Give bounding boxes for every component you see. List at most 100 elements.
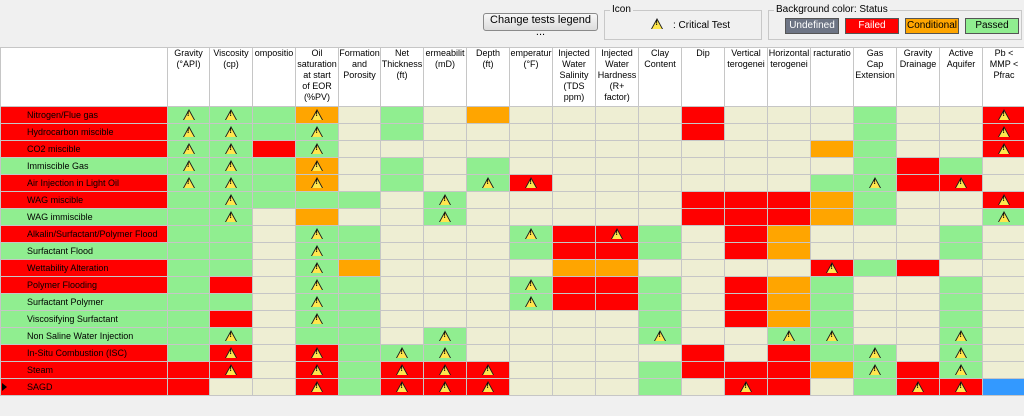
grid-cell[interactable]	[167, 174, 210, 192]
grid-cell[interactable]	[466, 327, 510, 345]
grid-cell[interactable]	[810, 123, 854, 141]
grid-cell[interactable]	[681, 344, 725, 362]
grid-cell[interactable]	[423, 276, 467, 294]
grid-cell[interactable]	[466, 378, 510, 396]
grid-cell[interactable]	[982, 208, 1024, 226]
grid-cell[interactable]	[767, 208, 811, 226]
column-header[interactable]: Active Aquifer	[939, 47, 983, 107]
grid-cell[interactable]	[595, 208, 639, 226]
grid-cell[interactable]	[209, 259, 253, 277]
grid-cell[interactable]	[724, 361, 768, 379]
grid-cell[interactable]	[982, 140, 1024, 158]
grid-cell[interactable]	[982, 310, 1024, 328]
grid-cell[interactable]	[552, 140, 596, 158]
grid-cell[interactable]	[767, 157, 811, 175]
grid-cell[interactable]	[380, 225, 424, 243]
grid-cell[interactable]	[595, 259, 639, 277]
grid-cell[interactable]	[724, 106, 768, 124]
grid-cell[interactable]	[552, 225, 596, 243]
grid-cell[interactable]	[252, 344, 296, 362]
grid-cell[interactable]	[509, 259, 553, 277]
grid-cell[interactable]	[295, 106, 339, 124]
grid-cell[interactable]	[896, 208, 940, 226]
grid-cell[interactable]	[167, 242, 210, 260]
grid-cell[interactable]	[896, 310, 940, 328]
grid-cell[interactable]	[810, 208, 854, 226]
grid-cell[interactable]	[638, 208, 682, 226]
column-header[interactable]: Injected Water Hardness (R+ factor)	[595, 47, 639, 107]
grid-cell[interactable]	[252, 174, 296, 192]
column-header[interactable]: Horizontal terogenei	[767, 47, 811, 107]
column-header[interactable]: Gravity (°API)	[167, 47, 210, 107]
grid-cell[interactable]	[466, 361, 510, 379]
grid-cell[interactable]	[853, 208, 897, 226]
column-header[interactable]: Depth (ft)	[466, 47, 510, 107]
table-row[interactable]: Steam	[0, 361, 1024, 379]
grid-cell[interactable]	[681, 242, 725, 260]
grid-cell[interactable]	[295, 123, 339, 141]
grid-cell[interactable]	[295, 361, 339, 379]
grid-cell[interactable]	[167, 259, 210, 277]
grid-cell[interactable]	[423, 191, 467, 209]
grid-cell[interactable]	[338, 174, 381, 192]
grid-cell[interactable]	[423, 140, 467, 158]
grid-cell[interactable]	[724, 140, 768, 158]
grid-cell[interactable]	[252, 259, 296, 277]
grid-cell[interactable]	[295, 378, 339, 396]
grid-cell[interactable]	[595, 276, 639, 294]
grid-cell[interactable]	[252, 361, 296, 379]
grid-cell[interactable]	[595, 140, 639, 158]
grid-cell[interactable]	[552, 123, 596, 141]
grid-cell[interactable]	[896, 191, 940, 209]
grid-cell[interactable]	[595, 225, 639, 243]
grid-cell[interactable]	[167, 276, 210, 294]
grid-cell[interactable]	[724, 259, 768, 277]
grid-cell[interactable]	[767, 191, 811, 209]
column-header[interactable]: Vertical terogenei	[724, 47, 768, 107]
grid-cell[interactable]	[595, 242, 639, 260]
grid-cell[interactable]	[552, 310, 596, 328]
grid-cell[interactable]	[252, 378, 296, 396]
grid-cell[interactable]	[466, 242, 510, 260]
grid-cell[interactable]	[338, 361, 381, 379]
grid-cell[interactable]	[896, 106, 940, 124]
grid-cell[interactable]	[767, 361, 811, 379]
grid-cell[interactable]	[423, 106, 467, 124]
grid-cell[interactable]	[167, 191, 210, 209]
grid-cell[interactable]	[767, 259, 811, 277]
grid-cell[interactable]	[939, 293, 983, 311]
grid-cell[interactable]	[295, 174, 339, 192]
grid-cell[interactable]	[423, 259, 467, 277]
column-header[interactable]: Pb < MMP < Pfrac	[982, 47, 1024, 107]
grid-cell[interactable]	[896, 327, 940, 345]
grid-cell[interactable]	[767, 378, 811, 396]
grid-cell[interactable]	[509, 242, 553, 260]
grid-cell[interactable]	[466, 310, 510, 328]
grid-cell[interactable]	[380, 106, 424, 124]
grid-cell[interactable]	[638, 293, 682, 311]
grid-cell[interactable]	[466, 276, 510, 294]
grid-cell[interactable]	[681, 361, 725, 379]
grid-cell[interactable]	[638, 157, 682, 175]
grid-cell[interactable]	[552, 174, 596, 192]
grid-cell[interactable]	[724, 174, 768, 192]
grid-cell[interactable]	[209, 225, 253, 243]
grid-cell[interactable]	[595, 174, 639, 192]
grid-cell[interactable]	[896, 123, 940, 141]
grid-cell[interactable]	[509, 378, 553, 396]
column-header[interactable]: racturatio	[810, 47, 854, 107]
grid-cell[interactable]	[939, 140, 983, 158]
grid-cell[interactable]	[167, 293, 210, 311]
table-row[interactable]: Polymer Flooding	[0, 276, 1024, 294]
grid-cell[interactable]	[167, 106, 210, 124]
grid-cell[interactable]	[724, 208, 768, 226]
grid-cell[interactable]	[552, 208, 596, 226]
grid-cell[interactable]	[681, 259, 725, 277]
grid-cell[interactable]	[466, 225, 510, 243]
grid-cell[interactable]	[167, 327, 210, 345]
grid-cell[interactable]	[638, 310, 682, 328]
grid-cell[interactable]	[509, 123, 553, 141]
column-header[interactable]: Viscosity (cp)	[209, 47, 253, 107]
grid-cell[interactable]	[939, 276, 983, 294]
grid-cell[interactable]	[509, 157, 553, 175]
